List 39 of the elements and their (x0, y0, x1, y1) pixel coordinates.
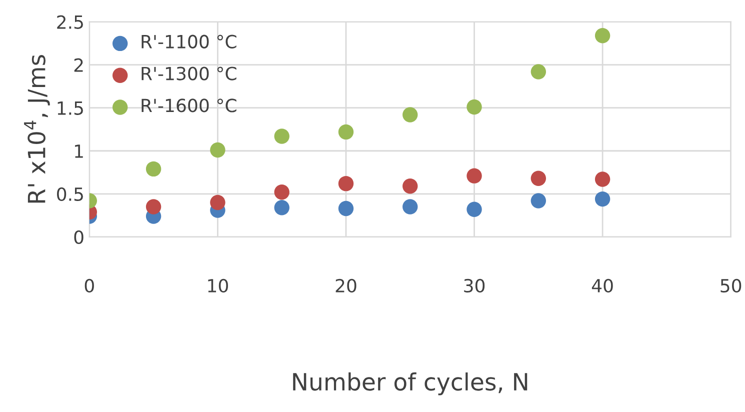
point (594, 172, 610, 187)
point (210, 142, 226, 158)
point (146, 199, 162, 214)
x-axis-title: Number of cycles, N (293, 372, 528, 396)
point (530, 170, 546, 186)
point (274, 184, 290, 200)
point (338, 200, 354, 216)
legend-label: R'-1300 °C (142, 66, 236, 80)
point (530, 193, 546, 208)
x-tick-label: 10 (208, 278, 228, 293)
point (274, 128, 290, 144)
point (594, 28, 610, 44)
y-tick-label: 1.5 (58, 102, 83, 115)
y-tick-label: 0 (74, 230, 84, 244)
x-tick-label: 20 (336, 278, 356, 293)
point (402, 107, 418, 122)
point (530, 64, 546, 80)
legend-label: R'-1100 °C (142, 34, 236, 48)
point (146, 161, 162, 177)
point (274, 200, 290, 216)
point (210, 194, 226, 210)
point (594, 191, 610, 207)
point (466, 168, 482, 184)
x-tick-label: 30 (464, 278, 485, 293)
x-tick-label: 40 (592, 278, 613, 293)
point (466, 99, 482, 115)
legend-label: R'-1600 °C (142, 98, 236, 112)
point (466, 202, 482, 217)
y-tick-label: 1 (75, 144, 83, 158)
y-tick-label: 2.5 (57, 15, 83, 29)
y-tick-label: 2 (74, 58, 83, 72)
y-tick-label: 0.5 (57, 187, 83, 202)
point (338, 124, 354, 140)
x-tick-label: 0 (84, 278, 94, 293)
point (402, 178, 418, 194)
y-axis-title: R' x10$^{4}$, J/ms (24, 55, 50, 203)
point (402, 199, 418, 214)
x-tick-label: 50 (720, 278, 742, 293)
point (338, 176, 354, 192)
